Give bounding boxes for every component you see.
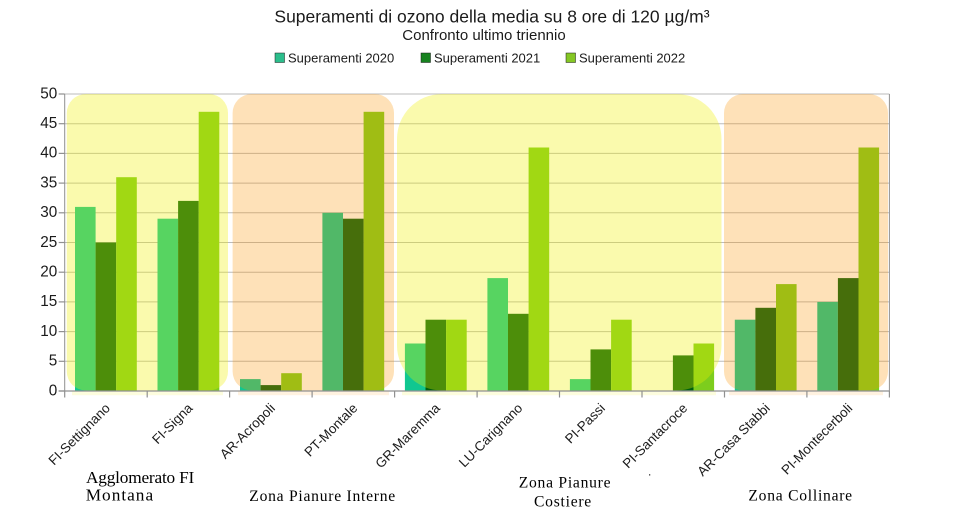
svg-text:Zona Pianure: Zona Pianure: [519, 474, 612, 491]
svg-text:Montana: Montana: [86, 486, 154, 505]
svg-text:0: 0: [49, 382, 58, 399]
svg-text:10: 10: [40, 323, 57, 340]
svg-text:40: 40: [40, 145, 57, 162]
svg-text:Superamenti 2021: Superamenti 2021: [434, 51, 540, 66]
svg-text:5: 5: [49, 353, 58, 370]
svg-text:Zona Collinare: Zona Collinare: [748, 487, 852, 504]
svg-text:Superamenti di ozono della med: Superamenti di ozono della media su 8 or…: [274, 6, 709, 26]
svg-text:35: 35: [40, 174, 57, 191]
svg-text:45: 45: [40, 115, 57, 132]
svg-text:Agglomerato FI: Agglomerato FI: [86, 468, 195, 487]
svg-text:30: 30: [40, 204, 57, 221]
svg-text:Superamenti 2020: Superamenti 2020: [288, 51, 394, 66]
svg-text:Superamenti 2022: Superamenti 2022: [579, 51, 685, 66]
svg-text:20: 20: [40, 264, 57, 281]
svg-text:Costiere: Costiere: [534, 493, 592, 510]
svg-text:25: 25: [40, 234, 57, 251]
svg-text:Zona Pianure Interne: Zona Pianure Interne: [249, 488, 396, 505]
svg-text:Confronto ultimo triennio: Confronto ultimo triennio: [402, 27, 565, 44]
svg-text:15: 15: [40, 293, 57, 310]
svg-text:50: 50: [40, 85, 57, 102]
svg-text:.: .: [648, 465, 651, 479]
